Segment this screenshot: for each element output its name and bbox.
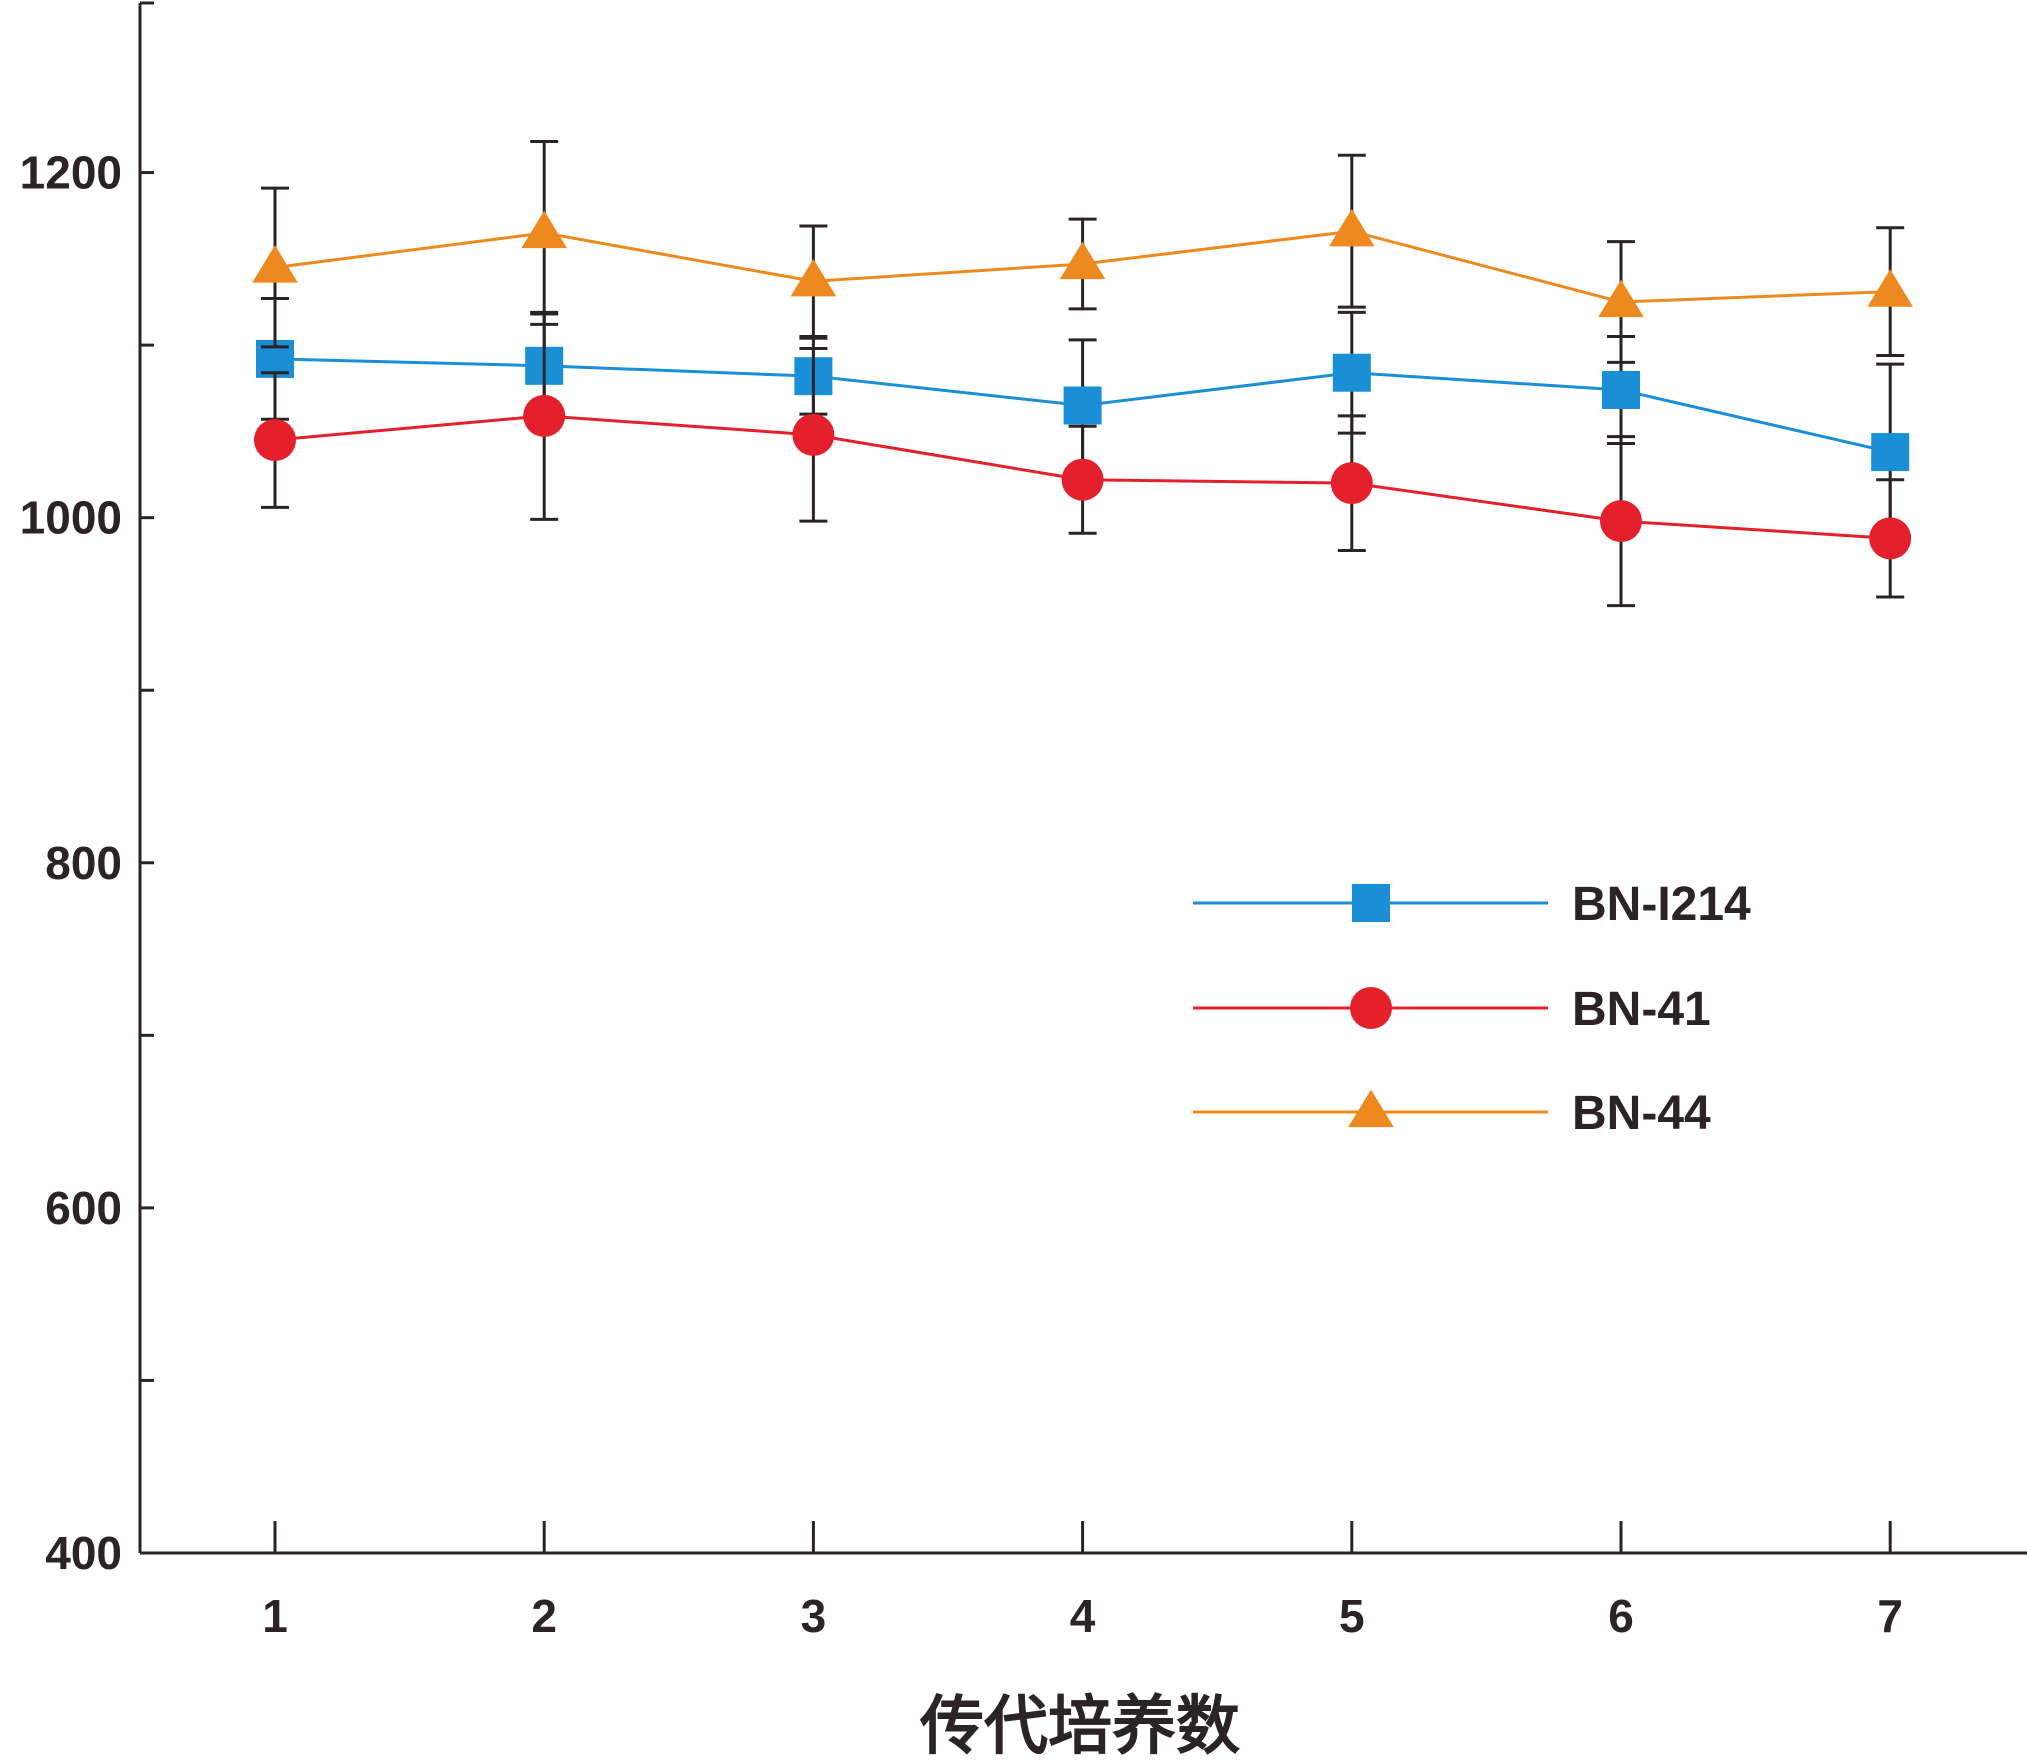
data-point xyxy=(254,419,296,462)
x-tick-label: 1 xyxy=(262,1590,288,1642)
series-bn-41 xyxy=(254,310,1912,608)
series-bn-44 xyxy=(252,139,1913,364)
y-tick-label: 1200 xyxy=(20,147,122,199)
x-tick-label: 2 xyxy=(531,1590,557,1642)
y-tick-label: 1000 xyxy=(20,492,122,544)
data-point xyxy=(792,413,835,456)
data-point xyxy=(1600,500,1642,543)
data-point xyxy=(252,245,298,283)
legend-item-bn-41: BN-41 xyxy=(1193,983,1711,1036)
legend-item-bn-i214: BN-I214 xyxy=(1193,878,1751,931)
legend-marker xyxy=(1348,1089,1394,1128)
x-tick-label: 5 xyxy=(1339,1590,1365,1642)
x-tick-label: 7 xyxy=(1877,1590,1903,1642)
data-point xyxy=(1332,353,1371,392)
legend-marker xyxy=(1352,884,1390,922)
x-tick-label: 3 xyxy=(801,1590,827,1642)
data-point xyxy=(1602,370,1640,409)
data-point xyxy=(1063,386,1102,425)
axes: 400 600 800 1000 1200 1 2 3 4 5 6 7 xyxy=(20,1,2027,1642)
data-point xyxy=(523,394,566,437)
data-point xyxy=(1598,279,1644,318)
x-tick-label: 6 xyxy=(1608,1590,1634,1642)
data-point xyxy=(1061,458,1104,501)
legend: BN-I214 BN-41 BN-44 xyxy=(1193,878,1751,1140)
data-point xyxy=(1329,208,1375,247)
data-point xyxy=(521,210,567,249)
series-layer xyxy=(252,139,1913,608)
y-tick-label: 800 xyxy=(45,837,122,889)
legend-item-bn-44: BN-44 xyxy=(1193,1087,1711,1140)
legend-label: BN-I214 xyxy=(1572,878,1751,931)
y-tick-label: 400 xyxy=(45,1527,122,1579)
data-point xyxy=(790,258,837,297)
legend-label: BN-44 xyxy=(1572,1087,1711,1140)
data-point xyxy=(1059,241,1106,280)
legend-label: BN-41 xyxy=(1572,983,1711,1036)
legend-marker xyxy=(1350,987,1392,1029)
data-point xyxy=(1330,462,1373,505)
x-tick-label: 4 xyxy=(1070,1590,1096,1642)
data-point xyxy=(1869,517,1912,560)
data-point xyxy=(1867,269,1913,307)
x-axis-label: 传代培养数 xyxy=(919,1690,1240,1760)
y-tick-label: 600 xyxy=(45,1182,122,1234)
data-point xyxy=(1871,433,1910,472)
